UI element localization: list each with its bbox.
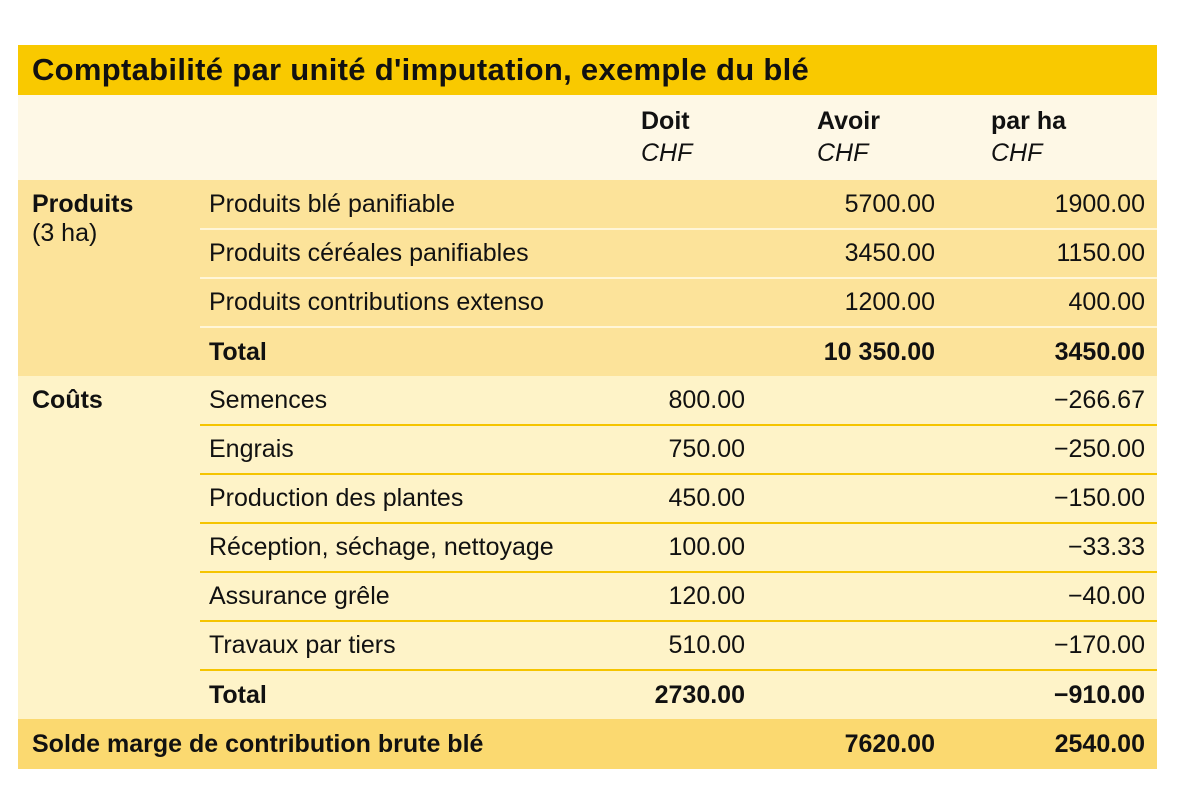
cell-par-ha: 2540.00 xyxy=(945,719,1157,769)
column-header-par-ha: par ha CHF xyxy=(945,95,1157,180)
table-row: Engrais 750.00 −250.00 xyxy=(18,424,1157,474)
column-label: par ha xyxy=(991,107,1067,135)
cell-par-ha: −910.00 xyxy=(945,669,1157,719)
section-sublabel: (3 ha) xyxy=(32,219,98,247)
cell-doit xyxy=(600,228,755,278)
table-title: Comptabilité par unité d'imputation, exe… xyxy=(18,45,1157,95)
cell-avoir: 5700.00 xyxy=(755,180,945,229)
column-unit: CHF xyxy=(991,139,1043,167)
solde-row: Solde marge de contribution brute blé 76… xyxy=(18,719,1157,769)
cell-par-ha: −150.00 xyxy=(945,473,1157,523)
section-label-produits: Produits (3 ha) xyxy=(18,180,200,376)
cell-doit: 750.00 xyxy=(600,424,755,474)
row-label: Engrais xyxy=(200,424,600,474)
section-title: Produits xyxy=(32,190,134,218)
cell-doit: 100.00 xyxy=(600,522,755,572)
row-label: Produits blé panifiable xyxy=(200,180,600,229)
column-label: Doit xyxy=(641,107,690,135)
row-label: Semences xyxy=(200,376,600,425)
cell-avoir xyxy=(755,571,945,621)
cell-avoir xyxy=(755,424,945,474)
cell-par-ha: 1900.00 xyxy=(945,180,1157,229)
table-row: Produits contributions extenso 1200.00 4… xyxy=(18,277,1157,327)
cell-doit xyxy=(600,719,755,769)
cell-avoir xyxy=(755,669,945,719)
table-row: Coûts Semences 800.00 −266.67 xyxy=(18,376,1157,719)
row-label: Total xyxy=(200,669,600,719)
cell-avoir xyxy=(755,620,945,670)
total-row-couts: Total 2730.00 −910.00 xyxy=(18,669,1157,719)
cell-par-ha: 3450.00 xyxy=(945,326,1157,376)
cell-avoir: 3450.00 xyxy=(755,228,945,278)
cell-doit: 2730.00 xyxy=(600,669,755,719)
column-header-avoir: Avoir CHF xyxy=(755,95,945,180)
column-unit: CHF xyxy=(641,139,693,167)
cell-avoir xyxy=(755,376,945,425)
row-label: Travaux par tiers xyxy=(200,620,600,670)
cell-par-ha: −170.00 xyxy=(945,620,1157,670)
cell-doit xyxy=(600,326,755,376)
cell-doit: 800.00 xyxy=(600,376,755,425)
table-row: Produits céréales panifiables 3450.00 11… xyxy=(18,228,1157,278)
cell-avoir xyxy=(755,473,945,523)
table-row: Produits (3 ha) Produits blé panifiable 5… xyxy=(18,180,1157,376)
cell-par-ha: −33.33 xyxy=(945,522,1157,572)
column-header-doit: Doit CHF xyxy=(600,95,755,180)
row-label: Produits contributions extenso xyxy=(200,277,600,327)
header-row: Doit CHF Avoir CHF par ha CHF xyxy=(18,95,1157,180)
row-label: Assurance grêle xyxy=(200,571,600,621)
cell-par-ha: −250.00 xyxy=(945,424,1157,474)
row-label: Réception, séchage, nettoyage xyxy=(200,522,600,572)
cell-doit: 120.00 xyxy=(600,571,755,621)
cell-avoir: 10 350.00 xyxy=(755,326,945,376)
cell-par-ha: 400.00 xyxy=(945,277,1157,327)
cell-avoir: 7620.00 xyxy=(755,719,945,769)
cell-doit: 510.00 xyxy=(600,620,755,670)
cell-par-ha: −40.00 xyxy=(945,571,1157,621)
cell-doit xyxy=(600,277,755,327)
accounting-table-figure: Comptabilité par unité d'imputation, exe… xyxy=(18,45,1157,769)
row-label: Production des plantes xyxy=(200,473,600,523)
cell-par-ha: −266.67 xyxy=(945,376,1157,425)
column-label: Avoir xyxy=(817,107,880,135)
table-row: Réception, séchage, nettoyage 100.00 −33… xyxy=(18,522,1157,572)
cell-par-ha: 1150.00 xyxy=(945,228,1157,278)
cell-avoir: 1200.00 xyxy=(755,277,945,327)
section-label-couts: Coûts xyxy=(18,376,200,719)
column-unit: CHF xyxy=(817,139,869,167)
table-row: Assurance grêle 120.00 −40.00 xyxy=(18,571,1157,621)
cell-doit xyxy=(600,180,755,229)
table-row: Travaux par tiers 510.00 −170.00 xyxy=(18,620,1157,670)
accounting-table: Doit CHF Avoir CHF par ha CHF Produits (3 ha… xyxy=(18,95,1157,769)
row-label: Produits céréales panifiables xyxy=(200,228,600,278)
cell-doit: 450.00 xyxy=(600,473,755,523)
table-row: Production des plantes 450.00 −150.00 xyxy=(18,473,1157,523)
row-label: Solde marge de contribution brute blé xyxy=(18,719,600,769)
total-row-produits: Total 10 350.00 3450.00 xyxy=(18,326,1157,376)
row-label: Total xyxy=(200,326,600,376)
cell-avoir xyxy=(755,522,945,572)
